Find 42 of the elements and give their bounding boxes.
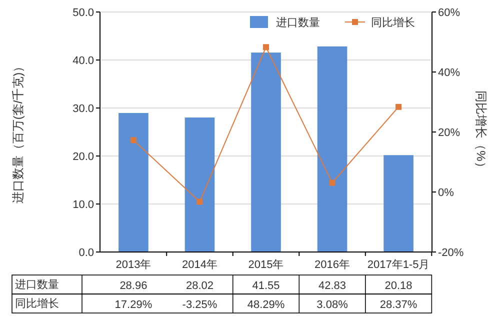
point xyxy=(130,137,136,144)
bar xyxy=(317,46,348,252)
data-label: -3.25% xyxy=(182,299,218,311)
y2-axis-title: 同比增长（%） xyxy=(474,90,488,174)
point xyxy=(196,198,203,205)
y2-tick-label: 0% xyxy=(438,186,454,199)
y-tick-label: 10.0 xyxy=(72,198,94,211)
y2-tick-label: -20% xyxy=(438,246,464,259)
data-label: 20.18 xyxy=(384,280,412,292)
y-tick-label: 20.0 xyxy=(72,150,94,163)
y-tick-label: 40.0 xyxy=(72,54,94,67)
data-label: 41.55 xyxy=(252,280,280,292)
point xyxy=(329,180,336,186)
y-tick-label: 30.0 xyxy=(72,102,94,115)
text: 同比增长 xyxy=(15,298,59,310)
data-label: 28.96 xyxy=(120,280,148,292)
y-tick-label: 0.0 xyxy=(78,246,94,259)
y-axis-title: 进口数量（百万(套/千克)） xyxy=(11,60,25,204)
data-label: 3.08% xyxy=(316,299,348,311)
x-tick-label: 2016年 xyxy=(314,259,350,271)
text: 进口数量 xyxy=(15,279,59,291)
bar xyxy=(184,118,215,252)
point xyxy=(396,104,402,110)
y2-tick-label: 40% xyxy=(438,66,460,79)
bar xyxy=(251,52,281,252)
x-tick-label: 2015年 xyxy=(248,259,284,271)
data-label: 28.37% xyxy=(380,299,418,311)
data-label: 28.02 xyxy=(186,280,214,292)
bar xyxy=(118,112,148,252)
data-label: 17.29% xyxy=(114,299,152,311)
point xyxy=(263,44,269,50)
x-tick-label: 2017年1-5月 xyxy=(367,259,430,271)
legend-label: 同比增长 xyxy=(371,16,415,29)
legend-label: 进口数量 xyxy=(276,16,320,29)
y2-tick-label: 20% xyxy=(438,126,460,139)
x-tick-label: 2014年 xyxy=(182,259,218,271)
data-label: 42.83 xyxy=(318,280,346,292)
y2-tick-label: 60% xyxy=(438,6,460,19)
x-tick-label: 2013年 xyxy=(116,259,152,271)
bar xyxy=(384,155,414,252)
data-label: 48.29% xyxy=(247,299,285,311)
y-tick-label: 50.0 xyxy=(72,6,94,19)
